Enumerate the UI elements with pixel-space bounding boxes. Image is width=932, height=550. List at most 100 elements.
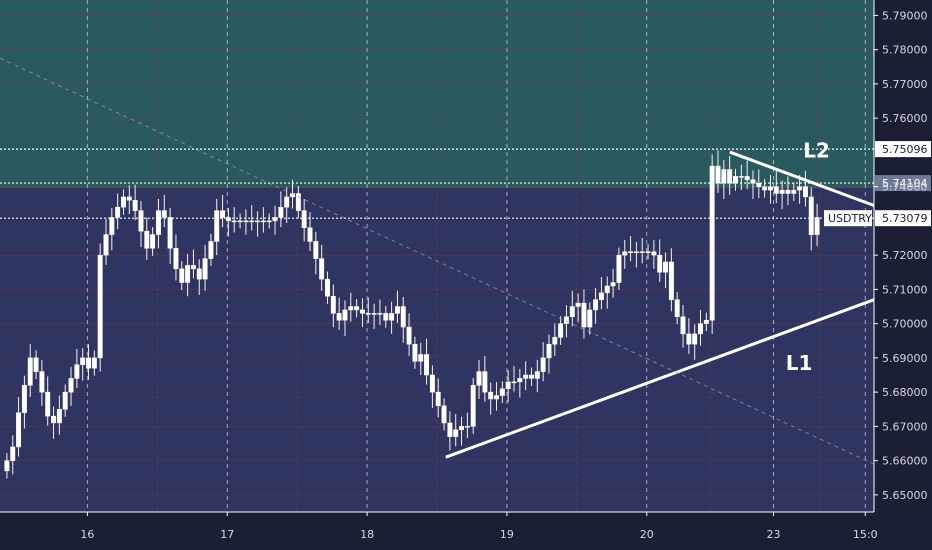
candle-down (161, 210, 167, 218)
candle-up (243, 220, 249, 223)
candle-up (231, 220, 237, 223)
annotations: L2 L1 (786, 139, 830, 375)
candle-up (499, 388, 505, 396)
candle-up (21, 385, 27, 413)
trendline-l2 (729, 150, 875, 207)
candle-down (657, 254, 663, 273)
candle-up (779, 189, 785, 194)
candle-up (377, 313, 383, 315)
candle-up (255, 220, 261, 223)
candle-down (668, 261, 674, 300)
price-tick-label: 5.67000 (882, 420, 928, 433)
candle-up (348, 306, 354, 311)
candle-up (202, 258, 208, 280)
time-tick-label: 20 (640, 528, 654, 541)
candle-up (74, 364, 80, 379)
candle-up (563, 316, 569, 324)
candle-up (249, 220, 255, 223)
candle-up (272, 217, 278, 222)
candle-up (97, 254, 103, 359)
candle-down (190, 265, 196, 270)
candle-up (558, 323, 564, 338)
candle-up (505, 381, 511, 389)
candle-up (575, 302, 581, 307)
level-mid-tag (875, 175, 931, 192)
candle-up (121, 196, 126, 208)
candle-up (115, 206, 121, 218)
candle-down (307, 227, 313, 242)
candle-up (155, 210, 161, 235)
candle-up (598, 292, 604, 300)
time-tick-label: 15:0 (853, 528, 878, 541)
trendline-dashed-diagonal (0, 57, 875, 465)
candle-up (109, 217, 115, 235)
candle-down (412, 343, 418, 362)
level-last-tag-text: 5.73079 (882, 212, 928, 225)
candle-up (394, 306, 400, 314)
candle-up (278, 206, 284, 218)
candle-up (738, 176, 744, 178)
candle-down (447, 422, 453, 437)
candle-up (569, 306, 575, 318)
candle-down (529, 374, 534, 379)
candle-up (453, 429, 459, 437)
candle-down (144, 230, 150, 249)
candle-down (295, 193, 301, 211)
price-tick-label: 5.68000 (882, 386, 928, 399)
candle-down (762, 186, 768, 191)
candle-up (733, 176, 738, 184)
candle-up (185, 265, 191, 283)
candle-down (313, 241, 319, 259)
candle-down (45, 391, 51, 417)
candle-up (546, 343, 552, 359)
candle-down (86, 357, 91, 369)
candle-up (721, 169, 727, 184)
candle-up (150, 234, 156, 249)
candle-up (10, 446, 16, 461)
price-tick-label: 5.79000 (882, 9, 928, 22)
price-axis: 5.79000 5.78000 5.77000 5.76000 5.74000 5.720… (873, 0, 928, 512)
candle-up (56, 409, 62, 424)
candle-up (523, 374, 529, 379)
candle-down (441, 405, 447, 424)
candle-up (470, 385, 476, 427)
time-tick-label: 16 (80, 528, 94, 541)
candle-up (633, 251, 639, 253)
time-axis: 16 17 18 19 20 23 15:0 (0, 511, 878, 541)
candle-up (517, 378, 523, 383)
time-tick-label: 23 (766, 528, 780, 541)
trendline-l1 (445, 298, 875, 459)
candle-down (132, 200, 138, 211)
candle-down (785, 189, 791, 194)
candle-down (336, 313, 342, 321)
candle-up (616, 254, 622, 283)
annotation-l1: L1 (786, 351, 813, 375)
price-levels: 5.75096 5.74104 5.73079 USDTRY (0, 141, 931, 227)
candle-down (319, 258, 325, 280)
candle-down (138, 210, 144, 232)
candle-up (16, 412, 22, 448)
candle-down (33, 357, 39, 372)
candle-up (610, 282, 616, 287)
candle-down (674, 299, 680, 318)
candle-down (744, 176, 750, 181)
candle-down (406, 326, 412, 345)
candle-down (173, 248, 179, 270)
candle-down (359, 309, 365, 314)
candle-up (814, 217, 820, 235)
candle-up (604, 285, 610, 294)
price-tick-label: 5.70000 (882, 318, 928, 331)
candle-down (126, 196, 132, 201)
candle-down (773, 186, 779, 194)
candle-down (179, 268, 185, 283)
candle-up (389, 313, 395, 321)
candle-up (622, 251, 628, 256)
price-tick-label: 5.66000 (882, 455, 928, 468)
candle-up (628, 251, 634, 253)
price-tick-label: 5.65000 (882, 489, 928, 502)
candle-up (587, 309, 593, 328)
grid-lines (0, 0, 874, 512)
candle-up (767, 186, 773, 191)
candle-up (284, 196, 290, 208)
candle-down (482, 371, 488, 393)
